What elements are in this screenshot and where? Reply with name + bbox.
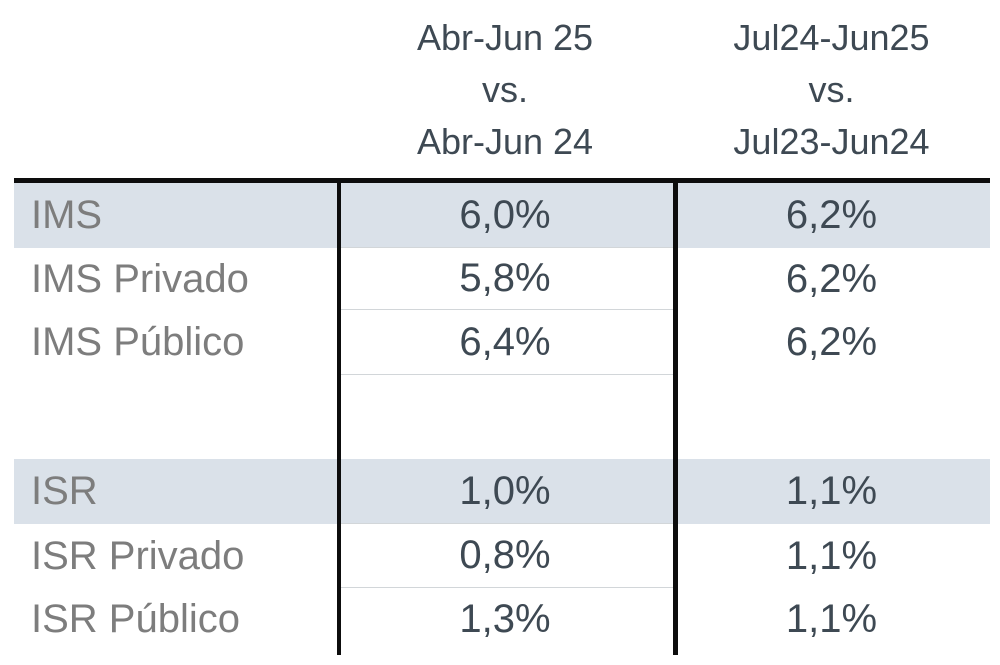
value-cell-period-1: 6,0% [337, 183, 673, 248]
table-row-isr: ISR 1,0% 1,1% [14, 459, 990, 524]
table-row-ims: IMS 6,0% 6,2% [14, 183, 990, 248]
header-line-2: vs. [481, 69, 528, 110]
row-label: IMS Privado [31, 256, 249, 301]
value-cell-period-1: 1,3% [459, 597, 551, 641]
table-body: IMS 6,0% 6,2% IMS Privado 5,8% 6,2% IMS … [14, 178, 990, 655]
row-label: ISR [14, 459, 337, 524]
value-cell-period-1: 6,4% [337, 310, 673, 375]
table-row-isr-publico: ISR Público 1,3% 1,1% [14, 588, 990, 651]
row-label: IMS Público [31, 320, 245, 364]
row-label: IMS [14, 183, 337, 248]
value-cell-period-1: 1,0% [337, 459, 673, 524]
value-cell-period-1: 0,8% [337, 524, 673, 588]
header-line-1: Jul24-Jun25 [733, 17, 930, 58]
column-header-period-1: Abr-Jun 25 vs. Abr-Jun 24 [337, 12, 673, 168]
value-cell-period-1: 5,8% [337, 248, 673, 310]
value-cell-period-2: 6,2% [673, 183, 990, 248]
value-cell-period-1 [337, 375, 673, 459]
table-row-spacer [14, 375, 990, 459]
column-divider-right [673, 183, 678, 655]
value-cell-period-2: 1,1% [785, 533, 878, 578]
header-line-3: Abr-Jun 24 [416, 121, 594, 162]
row-label: ISR Privado [31, 533, 245, 578]
value-cell-period-2 [673, 375, 990, 459]
value-cell-period-2: 1,1% [785, 597, 878, 641]
header-line-1: Abr-Jun 25 [416, 17, 594, 58]
table-row-ims-publico: IMS Público 6,4% 6,2% [14, 310, 990, 375]
value-cell-period-2: 1,1% [673, 459, 990, 524]
row-label: ISR Público [31, 597, 240, 641]
column-divider-left [337, 183, 341, 655]
table-row-isr-privado: ISR Privado 0,8% 1,1% [14, 524, 990, 588]
value-cell-period-2: 6,2% [785, 320, 878, 364]
header-line-2: vs. [808, 69, 855, 110]
row-label [14, 375, 337, 459]
table-row-ims-privado: IMS Privado 5,8% 6,2% [14, 248, 990, 310]
header-line-3: Jul23-Jun24 [733, 121, 930, 162]
column-header-period-2: Jul24-Jun25 vs. Jul23-Jun24 [673, 12, 990, 168]
value-cell-period-2: 6,2% [785, 256, 878, 301]
